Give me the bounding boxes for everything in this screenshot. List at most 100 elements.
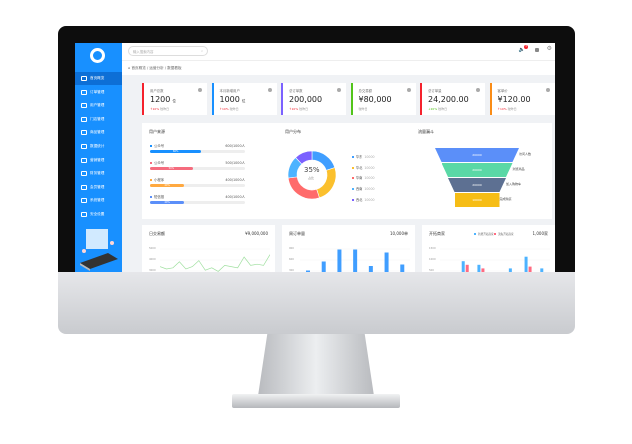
stat-value: ¥80,000 — [358, 95, 392, 104]
bar[interactable] — [353, 249, 358, 273]
y-tick: 1000 — [429, 258, 436, 261]
legend-item: 新增开拓商家 — [474, 232, 494, 236]
funnel-stage[interactable]: 20000 — [448, 178, 506, 192]
bar[interactable] — [384, 252, 389, 273]
user-source-title: 用户来源 — [149, 129, 165, 134]
help-icon[interactable] — [198, 88, 202, 92]
chart-panel: 开拓商家 1,000家 新增开拓商家 流失开拓商家 1500 1000 500 — [422, 225, 555, 272]
sidebar-item[interactable]: 安全设置 — [75, 208, 122, 221]
stat-value: 1000 — [219, 95, 240, 104]
monitor-base — [232, 394, 400, 408]
funnel-title: 流量漏斗 — [418, 129, 434, 134]
bar[interactable] — [508, 268, 512, 272]
bar[interactable] — [321, 261, 326, 273]
monitor-chin — [58, 272, 575, 334]
gear-icon[interactable]: ⚙ — [546, 45, 552, 52]
funnel-label: 完成购买 — [499, 197, 512, 201]
stat-value: 24,200.00 — [428, 95, 469, 104]
funnel-stage[interactable]: 10000 — [454, 193, 500, 207]
bar[interactable] — [465, 264, 469, 272]
stat-value: 1200 — [150, 95, 171, 104]
overview-panel: 用户来源 公众号 600/1000人 60% 公众号 500/1000人 50% 小程序 40… — [142, 123, 552, 219]
progress-bar: 40% — [150, 201, 245, 204]
help-icon[interactable] — [406, 88, 411, 92]
bar[interactable] — [481, 268, 485, 272]
help-icon[interactable] — [267, 88, 272, 92]
progress-item: 小程序 400/1000人 40% — [150, 177, 245, 187]
search-icon: ⌕ — [201, 49, 203, 53]
menu-icon — [81, 171, 87, 177]
sidebar-item[interactable]: 用户管理 — [75, 99, 122, 112]
donut-chart — [287, 150, 337, 200]
sidebar-item[interactable]: 门店管理 — [75, 113, 122, 126]
notification-badge: 3 — [524, 45, 528, 49]
progress-item: 公众号 500/1000人 50% — [150, 160, 245, 170]
stat-card: 客单价 ¥120.00 ↑10% 较昨日 — [489, 83, 555, 115]
menu-icon — [81, 103, 87, 109]
search-input[interactable]: 输入搜索内容 ⌕ — [128, 46, 208, 56]
donut-slice[interactable] — [295, 150, 313, 165]
bar[interactable] — [337, 249, 342, 273]
menu-icon — [81, 76, 87, 81]
chart-panel: 日交易额 ¥9,000,000 5000 4000 3000 — [142, 225, 275, 272]
sidebar-item[interactable]: 会员管理 — [75, 181, 122, 194]
bar[interactable] — [540, 268, 544, 272]
y-tick: 3000 — [149, 269, 156, 272]
donut-slice[interactable] — [287, 176, 320, 200]
progress-item: 公众号 600/1000人 60% — [150, 143, 245, 153]
y-tick: 300 — [289, 269, 294, 272]
menu-icon — [81, 144, 87, 149]
top-bar: 输入搜索内容 ⌕ 🔈 3 ⚙ — [122, 43, 555, 60]
sidebar-item[interactable]: 订单管理 — [75, 86, 122, 99]
sidebar: 首页概览 订单管理 用户管理 门店管理 商品管理 数据统计 营销管理 财务管理 会员管理 系统管理… — [75, 43, 122, 272]
logo-icon — [90, 48, 105, 63]
help-icon[interactable] — [337, 88, 341, 92]
bar[interactable] — [400, 264, 405, 273]
donut-center-label: 占比 — [308, 176, 315, 180]
sidebar-item[interactable]: 营销管理 — [75, 154, 122, 167]
sidebar-item[interactable]: 商品管理 — [75, 126, 122, 139]
menu-icon — [81, 184, 87, 190]
legend-item: 华南 10000 — [352, 175, 375, 180]
monitor-stand — [258, 334, 374, 396]
bar[interactable] — [477, 264, 481, 272]
progress-bar: 60% — [150, 150, 245, 153]
sidebar-item[interactable]: 财务管理 — [75, 167, 122, 180]
sidebar-item[interactable]: 首页概览 — [75, 72, 122, 85]
home-icon: ⌂ — [128, 66, 132, 70]
menu-icon — [81, 89, 87, 95]
help-icon[interactable] — [545, 88, 550, 92]
legend-item: 流失开拓商家 — [494, 232, 514, 236]
menu-icon — [81, 198, 87, 204]
user-distribution-title: 用户分布 — [285, 129, 301, 134]
funnel-stage[interactable]: 20000 — [435, 148, 519, 162]
progress-bar: 50% — [150, 167, 245, 170]
y-tick: 5000 — [149, 247, 156, 250]
stat-value: 200,000 — [289, 95, 323, 104]
bar[interactable] — [528, 266, 532, 272]
help-icon[interactable] — [476, 88, 480, 92]
lock-icon[interactable] — [535, 48, 539, 52]
bar[interactable] — [524, 256, 528, 272]
funnel-label: 访问人数 — [519, 152, 532, 156]
sidebar-illustration — [80, 229, 118, 271]
legend-item: 西南 10000 — [352, 186, 375, 191]
line-series — [160, 254, 270, 272]
chart-plot — [300, 248, 410, 273]
menu-icon — [81, 116, 87, 122]
bar[interactable] — [461, 261, 465, 272]
bar[interactable] — [306, 270, 310, 273]
stat-card: 总订单量 24,200.00 ↓20% 较昨日 — [420, 83, 485, 115]
notification-icon[interactable]: 🔈 — [518, 47, 525, 53]
funnel-stage[interactable]: 20000 — [441, 163, 513, 177]
stat-card: 本月新增用户 1000 位 ↑10% 较昨日 — [211, 83, 277, 115]
sidebar-item[interactable]: 数据统计 — [75, 140, 122, 153]
stat-card: 总交易额 ¥80,000 较昨日 — [350, 83, 416, 115]
progress-bar: 40% — [150, 184, 245, 187]
y-tick: 1500 — [429, 247, 436, 250]
sidebar-item[interactable]: 系统管理 — [75, 194, 122, 207]
y-tick: 600 — [289, 258, 294, 261]
legend-item: 西北 10000 — [352, 197, 375, 202]
menu-icon — [81, 157, 87, 163]
bar[interactable] — [368, 266, 373, 272]
